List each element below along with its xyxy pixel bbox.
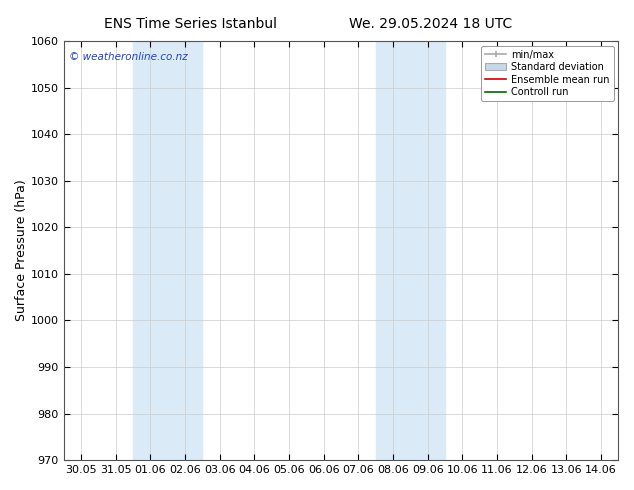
Legend: min/max, Standard deviation, Ensemble mean run, Controll run: min/max, Standard deviation, Ensemble me…: [481, 46, 614, 101]
Text: © weatheronline.co.nz: © weatheronline.co.nz: [69, 51, 188, 62]
Text: We. 29.05.2024 18 UTC: We. 29.05.2024 18 UTC: [349, 17, 513, 31]
Text: ENS Time Series Istanbul: ENS Time Series Istanbul: [104, 17, 276, 31]
Bar: [133, 41, 202, 460]
Bar: [376, 41, 445, 460]
Y-axis label: Surface Pressure (hPa): Surface Pressure (hPa): [15, 180, 28, 321]
